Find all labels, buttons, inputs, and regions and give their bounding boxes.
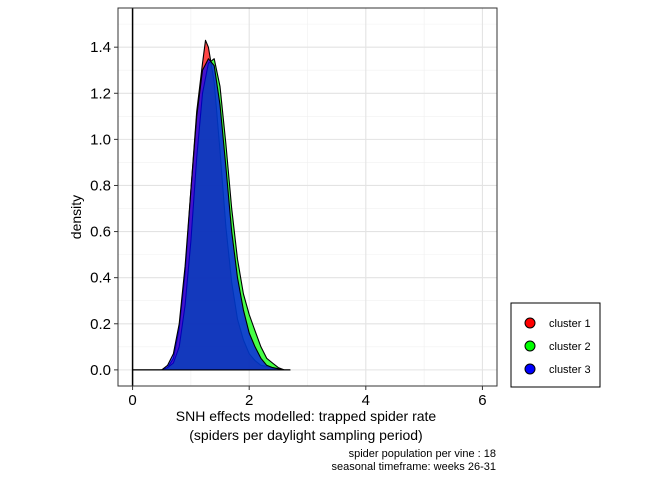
legend-label-cluster-2: cluster 2 — [549, 341, 591, 353]
legend-key-cluster-1 — [524, 317, 536, 329]
panel-border — [117, 7, 498, 387]
y-tick-label: 0.0 — [90, 362, 111, 379]
legend-label-cluster-1: cluster 1 — [549, 318, 591, 330]
legend-key-cluster-2 — [524, 340, 536, 352]
x-axis: 0 2 4 6 — [128, 386, 487, 409]
legend-label-cluster-3: cluster 3 — [549, 364, 591, 376]
x-tick-label: 4 — [362, 392, 370, 409]
y-axis-title: density — [68, 195, 84, 239]
x-tick-label: 6 — [478, 392, 486, 409]
x-axis-title-line-2: (spiders per daylight sampling period) — [189, 427, 422, 443]
y-tick-label: 0.4 — [90, 270, 111, 287]
y-tick-label: 1.0 — [90, 131, 111, 148]
x-axis-title-line-1: SNH effects modelled: trapped spider rat… — [176, 408, 437, 424]
caption-line-2: seasonal timeframe: weeks 26-31 — [332, 461, 496, 473]
y-tick-label: 0.6 — [90, 224, 111, 241]
x-tick-label: 2 — [245, 392, 253, 409]
caption-line-1: spider population per vine : 18 — [349, 448, 496, 460]
legend: cluster 1 cluster 2 cluster 3 — [510, 302, 601, 388]
x-tick-label: 0 — [128, 392, 136, 409]
y-tick-label: 0.8 — [90, 177, 111, 194]
y-tick-label: 1.2 — [90, 85, 111, 102]
plot-panel — [117, 7, 498, 387]
density-series — [132, 39, 291, 371]
density-area-cluster-3 — [132, 58, 291, 371]
legend-key-cluster-3 — [524, 363, 536, 375]
y-axis: 0.0 0.2 0.4 0.6 0.8 1.0 1.2 1.4 — [90, 39, 118, 379]
y-tick-label: 0.2 — [90, 316, 111, 333]
y-tick-label: 1.4 — [90, 39, 111, 56]
